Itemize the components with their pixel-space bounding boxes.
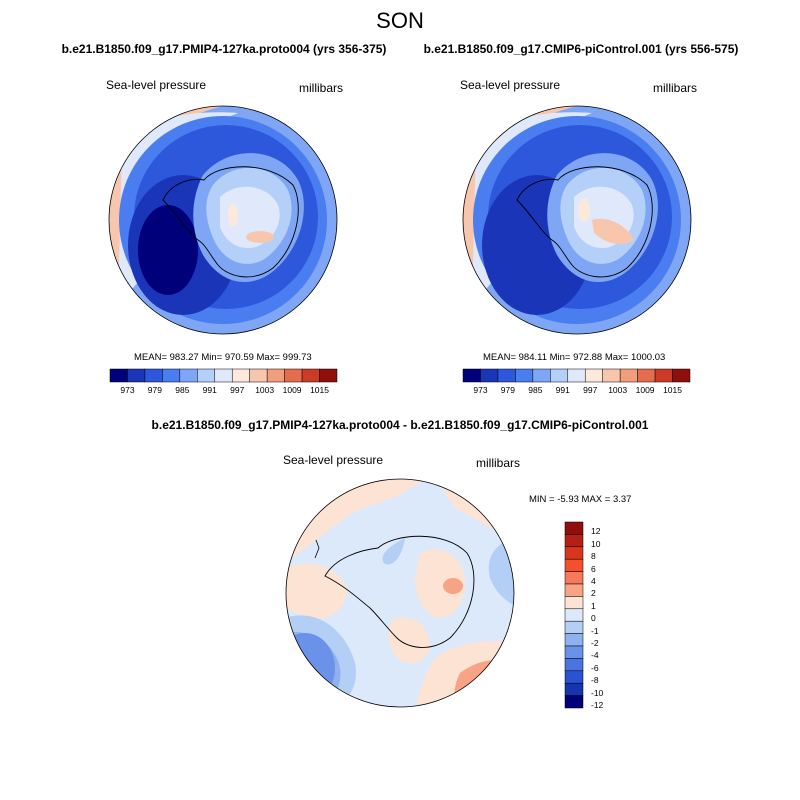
- colorbar-tick-label: 1009: [282, 385, 302, 395]
- colorbar-swatch: [567, 368, 586, 383]
- season-title: SON: [376, 8, 424, 33]
- colorbar-tick-label: 10: [591, 538, 601, 549]
- colorbar-swatch: [162, 368, 181, 383]
- panel-left-units-label: millibars: [299, 81, 344, 95]
- colorbar-swatch: [564, 596, 584, 610]
- colorbar-tick-label: 8: [591, 551, 596, 562]
- panel-left-colorbar: [109, 368, 338, 383]
- colorbar-tick-label: 973: [120, 385, 135, 395]
- colorbar-tick-label: 985: [175, 385, 190, 395]
- colorbar-tick-label: 1003: [608, 385, 628, 395]
- colorbar-tick-label: -2: [591, 638, 599, 648]
- colorbar-swatch: [564, 695, 584, 709]
- colorbar-swatch: [654, 368, 673, 383]
- panel-left-title: b.e21.B1850.f09_g17.PMIP4-127ka.proto004…: [61, 42, 387, 56]
- colorbar-tick-label: 2: [591, 588, 596, 599]
- colorbar-tick-label: -10: [591, 687, 604, 698]
- colorbar-tick-label: 1015: [310, 385, 329, 395]
- colorbar-tick-label: 1: [591, 600, 596, 611]
- colorbar-tick-label: 991: [202, 385, 217, 395]
- panel-left-stats: MEAN= 983.27 Min= 970.59 Max= 999.73: [134, 352, 312, 363]
- colorbar-swatch: [231, 368, 250, 383]
- colorbar-swatch: [249, 368, 268, 383]
- colorbar-tick-label: -6: [591, 662, 599, 673]
- colorbar-swatch: [284, 368, 303, 383]
- colorbar-swatch: [672, 368, 691, 383]
- colorbar-tick-label: 12: [591, 526, 601, 537]
- colorbar-tick-label: -8: [591, 675, 599, 686]
- colorbar-swatch: [127, 368, 146, 383]
- colorbar-swatch: [550, 368, 569, 383]
- colorbar-swatch: [109, 368, 128, 383]
- colorbar-tick-label: 973: [473, 385, 488, 395]
- colorbar-swatch: [602, 368, 621, 383]
- difference-stats: MIN = -5.93 MAX = 3.37: [529, 494, 632, 505]
- difference-title: b.e21.B1850.f09_g17.PMIP4-127ka.proto004…: [151, 418, 649, 432]
- colorbar-swatch: [637, 368, 656, 383]
- panel-right-map: [462, 105, 692, 335]
- difference-map: [285, 478, 515, 708]
- colorbar-swatch: [564, 521, 584, 535]
- colorbar-swatch: [564, 633, 584, 647]
- colorbar-swatch: [564, 546, 584, 560]
- colorbar-swatch: [564, 682, 584, 696]
- colorbar-tick-label: 6: [591, 563, 596, 574]
- colorbar-tick-label: 979: [500, 385, 515, 395]
- colorbar-tick-label: 1003: [255, 385, 275, 395]
- colorbar-tick-label: 979: [147, 385, 162, 395]
- colorbar-swatch: [266, 368, 285, 383]
- colorbar-swatch: [214, 368, 233, 383]
- panel-right-units-label: millibars: [653, 81, 698, 95]
- colorbar-tick-label: 1009: [635, 385, 655, 395]
- colorbar-swatch: [319, 368, 338, 383]
- colorbar-swatch: [619, 368, 638, 383]
- colorbar-tick-label: 4: [591, 576, 596, 586]
- panel-left-map: [108, 105, 338, 335]
- colorbar-swatch: [462, 368, 481, 383]
- colorbar-tick-label: -1: [591, 625, 599, 636]
- colorbar-swatch: [497, 368, 516, 383]
- colorbar-swatch: [144, 368, 163, 383]
- panel-left-variable-label: Sea-level pressure: [106, 78, 207, 92]
- colorbar-swatch: [564, 583, 584, 597]
- colorbar-swatch: [564, 645, 584, 659]
- colorbar-tick-label: -12: [591, 700, 604, 710]
- colorbar-tick-label: 985: [528, 385, 543, 395]
- difference-colorbar: [564, 521, 584, 709]
- colorbar-swatch: [564, 558, 584, 572]
- colorbar-tick-label: 0: [591, 613, 596, 624]
- colorbar-swatch: [480, 368, 499, 383]
- colorbar-tick-label: 997: [230, 385, 245, 395]
- colorbar-swatch: [564, 620, 584, 634]
- colorbar-swatch: [564, 571, 584, 585]
- colorbar-tick-label: 997: [583, 385, 598, 395]
- colorbar-swatch: [564, 658, 584, 672]
- colorbar-swatch: [564, 670, 584, 684]
- colorbar-swatch: [584, 368, 603, 383]
- panel-right-variable-label: Sea-level pressure: [460, 78, 561, 92]
- difference-variable-label: Sea-level pressure: [283, 453, 384, 467]
- difference-units-label: millibars: [476, 456, 521, 470]
- colorbar-tick-label: 991: [555, 385, 570, 395]
- panel-right-title: b.e21.B1850.f09_g17.CMIP6-piControl.001 …: [423, 42, 739, 56]
- colorbar-tick-label: -4: [591, 650, 599, 661]
- colorbar-swatch: [515, 368, 534, 383]
- panel-right-stats: MEAN= 984.11 Min= 972.88 Max= 1000.03: [483, 352, 666, 363]
- colorbar-swatch: [179, 368, 198, 383]
- panel-right-colorbar: [462, 368, 691, 383]
- colorbar-swatch: [564, 534, 584, 548]
- colorbar-swatch: [197, 368, 216, 383]
- colorbar-tick-label: 1015: [663, 385, 682, 395]
- colorbar-swatch: [564, 608, 584, 622]
- colorbar-swatch: [301, 368, 320, 383]
- colorbar-swatch: [532, 368, 551, 383]
